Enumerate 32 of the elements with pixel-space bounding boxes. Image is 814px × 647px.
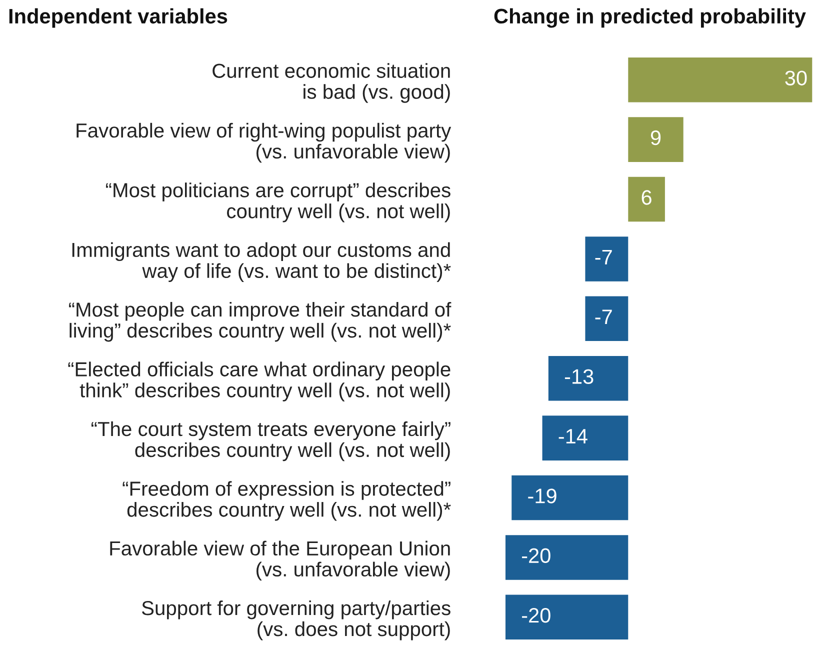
data-label: -20 [522,608,550,623]
x-axis-title: Change in predicted probability [494,8,806,28]
bar [542,416,628,460]
data-label: -20 [522,548,550,564]
y-tick-label: “Elected officials care what ordinary people think” describes country well (vs. not well) [68,362,450,402]
bar [548,356,628,401]
y-tick-label: “Most politicians are corrupt” describes country well (vs. not well) [106,182,450,222]
y-tick-label: Current economic situation is bad (vs. good) [212,63,450,103]
bar [585,296,628,342]
bar [628,117,684,162]
bar [585,236,628,282]
data-label: -7 [595,310,612,324]
data-label: 30 [785,70,807,86]
data-label: -14 [558,429,588,444]
data-label: 6 [642,190,652,205]
y-tick-label: Favorable view of right-wing populist party (vs. unfavorable view) [76,122,452,163]
bar [505,594,628,640]
y-tick-label: “The court system treats everyone fairly” describes country well (vs. not well) [91,421,450,462]
data-label: -13 [564,369,594,384]
y-tick-label: “Freedom of expression is protected” describes country well (vs. not well)* [122,481,451,521]
y-tick-label: Support for governing party/parties (vs. does not support) [142,600,450,640]
bar [505,535,628,580]
bar [512,475,628,520]
bar [628,57,812,102]
y-tick-label: Favorable view of the European Union (vs. unfavorable view) [110,540,450,580]
data-label: -7 [595,250,612,264]
y-tick-label: “Most people can improve their standard of living” describes country well (vs. not well)* [69,302,452,342]
y-axis-title: Independent variables [9,8,228,28]
bar [628,176,665,222]
data-label: 9 [650,130,661,146]
y-tick-label: Immigrants want to adopt our customs and way of life (vs. want to be distinct)* [72,242,451,282]
data-label: -19 [528,488,556,504]
